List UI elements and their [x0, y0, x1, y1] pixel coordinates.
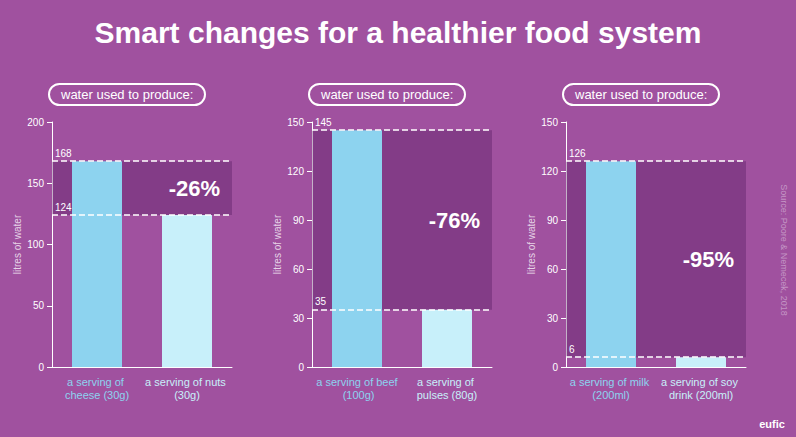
svg-text:cheese (30g): cheese (30g)	[65, 389, 129, 401]
svg-text:a serving of milk: a serving of milk	[570, 376, 653, 388]
svg-text:150: 150	[27, 178, 44, 189]
svg-text:124: 124	[55, 202, 72, 213]
svg-text:0: 0	[298, 362, 304, 373]
svg-text:150: 150	[541, 117, 558, 128]
svg-text:Smart changes for a healthier: Smart changes for a healthier food syste…	[95, 16, 702, 49]
svg-text:litres of water: litres of water	[12, 214, 23, 274]
svg-text:litres of water: litres of water	[272, 214, 283, 274]
svg-text:pulses (80g): pulses (80g)	[417, 389, 478, 401]
svg-text:90: 90	[547, 215, 559, 226]
svg-text:120: 120	[541, 166, 558, 177]
svg-text:water used to produce:: water used to produce:	[60, 87, 193, 102]
svg-text:0: 0	[38, 362, 44, 373]
svg-text:eufic: eufic	[759, 418, 785, 430]
svg-text:a serving of: a serving of	[67, 376, 127, 388]
svg-text:168: 168	[55, 148, 72, 159]
svg-text:60: 60	[547, 264, 559, 275]
svg-text:126: 126	[569, 148, 586, 159]
svg-text:(100g): (100g)	[340, 389, 375, 401]
svg-text:30: 30	[547, 313, 559, 324]
svg-text:drink (200ml): drink (200ml)	[669, 389, 733, 401]
svg-text:50: 50	[33, 300, 45, 311]
svg-text:6: 6	[569, 344, 575, 355]
svg-text:water used to produce:: water used to produce:	[320, 87, 453, 102]
svg-text:90: 90	[293, 215, 305, 226]
svg-text:-95%: -95%	[683, 247, 734, 272]
svg-text:litres of water: litres of water	[526, 214, 537, 274]
svg-text:145: 145	[315, 117, 332, 128]
svg-text:150: 150	[287, 117, 304, 128]
svg-text:a serving of beef: a serving of beef	[316, 376, 398, 388]
svg-text:60: 60	[293, 264, 305, 275]
svg-text:a serving of nuts: a serving of nuts	[145, 376, 229, 388]
svg-text:-76%: -76%	[429, 208, 480, 233]
svg-text:30: 30	[293, 313, 305, 324]
svg-text:0: 0	[552, 362, 558, 373]
svg-text:(30g): (30g)	[174, 389, 200, 401]
svg-text:120: 120	[287, 166, 304, 177]
svg-text:a serving of: a serving of	[417, 376, 477, 388]
svg-text:200: 200	[27, 117, 44, 128]
svg-text:Source: Poore & Nemecek, 2018: Source: Poore & Nemecek, 2018	[779, 184, 789, 316]
svg-text:-26%: -26%	[169, 176, 220, 201]
svg-text:a serving of soy: a serving of soy	[661, 376, 741, 388]
svg-text:water used to produce:: water used to produce:	[574, 87, 707, 102]
svg-text:35: 35	[315, 296, 327, 307]
svg-text:(200ml): (200ml)	[592, 389, 629, 401]
svg-text:100: 100	[27, 239, 44, 250]
